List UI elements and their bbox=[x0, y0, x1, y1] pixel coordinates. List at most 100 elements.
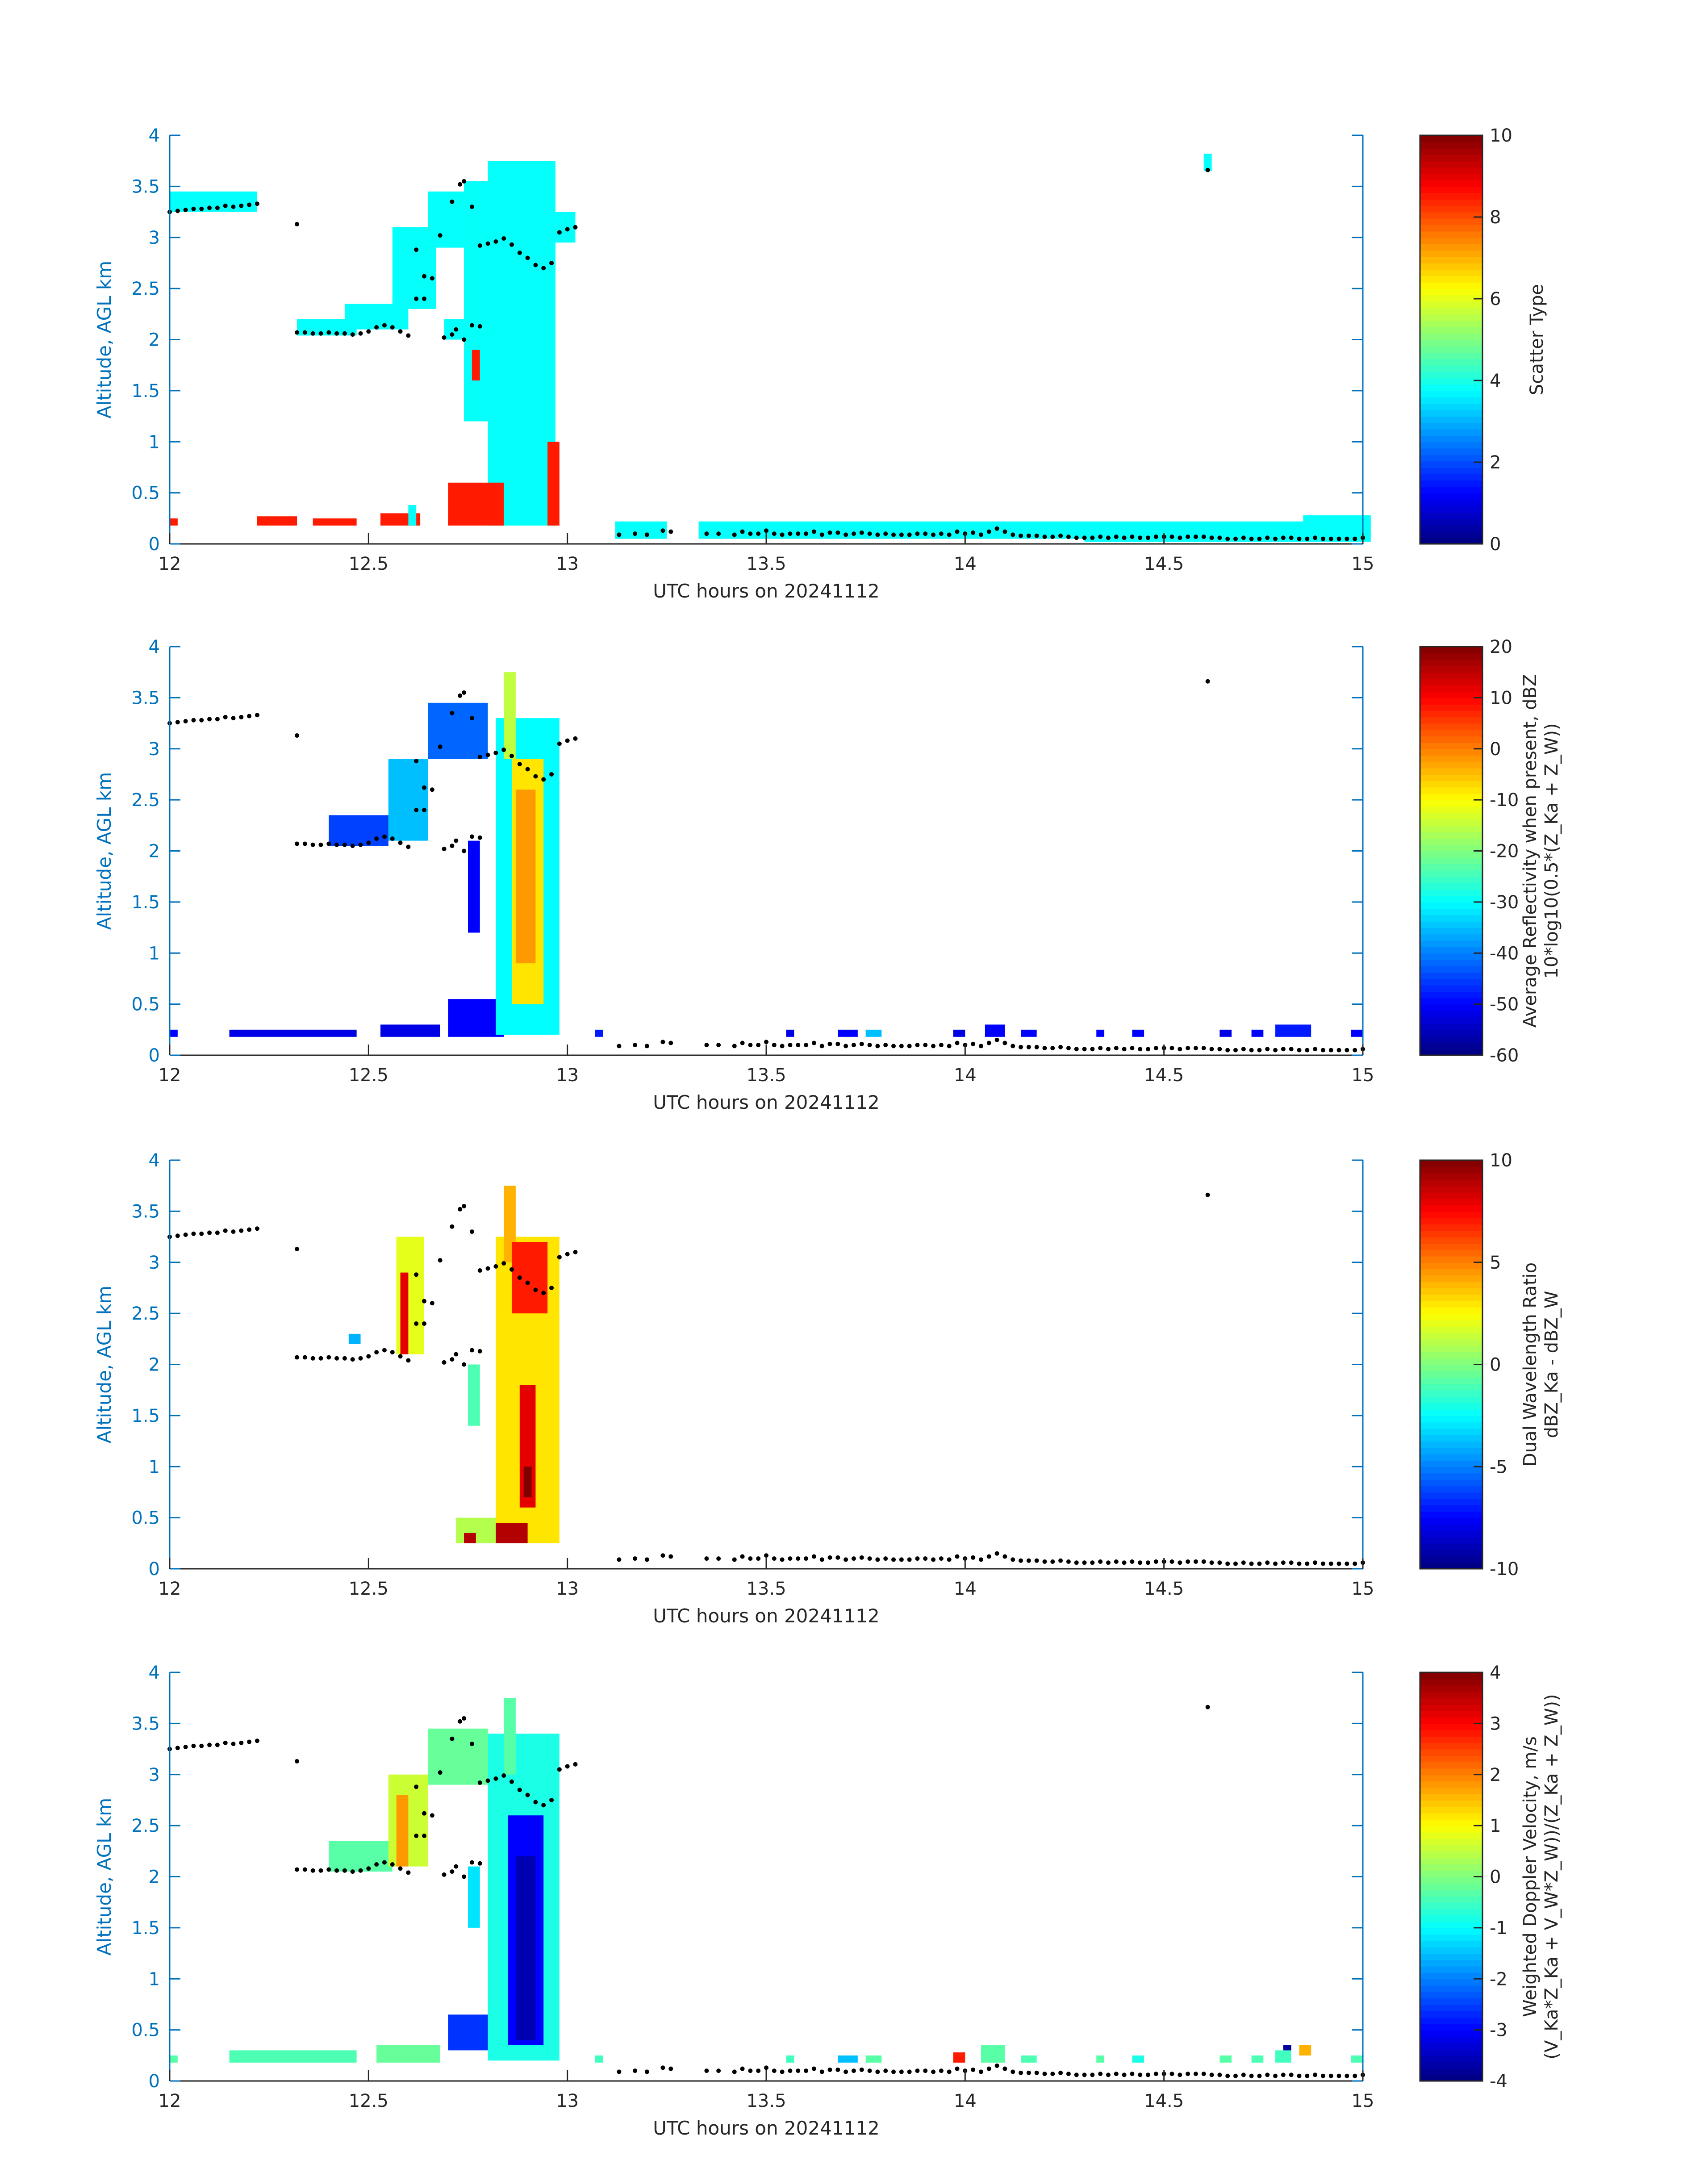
heatmap-cell bbox=[488, 161, 555, 526]
cloud-base-dot bbox=[342, 1356, 347, 1361]
cloud-base-dot bbox=[1114, 2071, 1119, 2076]
cloud-base-dot bbox=[438, 744, 443, 749]
cloud-base-dot bbox=[804, 1043, 809, 1048]
x-tick-label: 14.5 bbox=[1144, 1579, 1184, 1599]
colorbar-segment bbox=[1420, 1838, 1482, 1846]
colorbar-segment bbox=[1420, 231, 1482, 238]
colorbar-tick-label: 0 bbox=[1490, 534, 1501, 555]
colorbar-tick-label: -10 bbox=[1490, 1559, 1519, 1579]
cloud-base-dot bbox=[493, 239, 498, 244]
cloud-base-dot bbox=[462, 337, 467, 342]
x-tick-label: 14.5 bbox=[1144, 2091, 1184, 2111]
y-tick-label: 1.5 bbox=[131, 381, 160, 401]
cloud-base-dot bbox=[819, 532, 824, 537]
cloud-base-dot bbox=[223, 715, 228, 719]
cloud-base-dot bbox=[462, 690, 467, 695]
y-tick-label: 1 bbox=[149, 432, 160, 452]
colorbar-segment bbox=[1420, 429, 1482, 436]
cloud-base-dot bbox=[804, 1556, 809, 1561]
cloud-base-dot bbox=[501, 1261, 506, 1266]
cloud-base-dot bbox=[1305, 536, 1310, 541]
cloud-base-dot bbox=[382, 1860, 387, 1865]
cloud-base-dot bbox=[859, 2067, 864, 2072]
cloud-base-dot bbox=[756, 1556, 761, 1561]
cloud-base-dot bbox=[326, 841, 331, 846]
cloud-base-dot bbox=[1289, 1560, 1294, 1565]
cloud-base-dot bbox=[458, 1719, 463, 1724]
cloud-base-dot bbox=[374, 325, 379, 330]
colorbar-segment bbox=[1420, 1896, 1482, 1903]
cloud-base-dot bbox=[565, 1252, 570, 1257]
y-tick-label: 2 bbox=[149, 1867, 160, 1888]
heatmap-cell bbox=[953, 2052, 965, 2063]
x-tick-label: 12 bbox=[159, 2091, 181, 2111]
heatmap-cell bbox=[865, 2055, 882, 2063]
cloud-base-dot bbox=[704, 1043, 709, 1048]
cloud-base-dot bbox=[302, 330, 307, 335]
cloud-base-dot bbox=[1138, 1047, 1143, 1052]
x-tick-label: 12.5 bbox=[349, 2091, 388, 2111]
cloud-base-dot bbox=[430, 787, 434, 792]
cloud-base-dot bbox=[704, 2068, 709, 2073]
colorbar-segment bbox=[1420, 1679, 1482, 1686]
colorbar-segment bbox=[1420, 1320, 1482, 1327]
cloud-base-dot bbox=[541, 1803, 546, 1808]
cloud-base-dot bbox=[764, 1040, 768, 1045]
cloud-base-dot bbox=[788, 1556, 793, 1561]
cloud-base-dot bbox=[827, 530, 832, 535]
cloud-base-dot bbox=[541, 777, 546, 782]
colorbar-segment bbox=[1420, 1287, 1482, 1295]
cloud-base-dot bbox=[939, 1043, 944, 1048]
cloud-base-dot bbox=[796, 531, 801, 536]
cloud-base-dot bbox=[644, 532, 649, 537]
colorbar-segment bbox=[1420, 1562, 1482, 1569]
cloud-base-dot bbox=[780, 1044, 785, 1049]
cloud-base-dot bbox=[326, 1355, 331, 1360]
colorbar-segment bbox=[1420, 1717, 1482, 1724]
cloud-base-dot bbox=[557, 1767, 562, 1772]
colorbar-label: 10*log10(0.5*(Z_Ka + Z_W)) bbox=[1541, 723, 1562, 978]
cloud-base-dot bbox=[382, 323, 387, 328]
cloud-base-dot bbox=[462, 1716, 467, 1721]
colorbar-segment bbox=[1420, 1333, 1482, 1340]
heatmap-cell bbox=[1203, 154, 1212, 171]
colorbar-segment bbox=[1420, 921, 1482, 928]
cloud-base-dot bbox=[430, 1301, 434, 1306]
cloud-base-dot bbox=[247, 1739, 252, 1744]
cloud-base-dot bbox=[1034, 533, 1039, 538]
colorbar-segment bbox=[1420, 1934, 1482, 1941]
y-tick-label: 2.5 bbox=[131, 279, 160, 299]
cloud-base-dot bbox=[915, 531, 920, 536]
colorbar-segment bbox=[1420, 205, 1482, 213]
cloud-base-dot bbox=[978, 1044, 983, 1049]
heatmap-cell bbox=[981, 2045, 1005, 2063]
colorbar-segment bbox=[1420, 723, 1482, 730]
cloud-base-dot bbox=[1122, 1047, 1127, 1052]
colorbar-segment bbox=[1420, 812, 1482, 820]
cloud-base-dot bbox=[469, 834, 474, 839]
cloud-base-dot bbox=[732, 532, 737, 537]
heatmap-cell bbox=[1275, 1024, 1311, 1037]
cloud-base-dot bbox=[660, 528, 665, 533]
cloud-base-dot bbox=[573, 1249, 578, 1254]
cloud-base-dot bbox=[1002, 1040, 1007, 1045]
cloud-base-dot bbox=[633, 1556, 638, 1561]
colorbar-segment bbox=[1420, 1262, 1482, 1270]
cloud-base-dot bbox=[986, 1554, 991, 1559]
colorbar-segment bbox=[1420, 965, 1482, 973]
colorbar-segment bbox=[1420, 435, 1482, 443]
colorbar-segment bbox=[1420, 1517, 1482, 1525]
heatmap-cell bbox=[547, 442, 560, 526]
colorbar-segment bbox=[1420, 1224, 1482, 1231]
colorbar-segment bbox=[1420, 250, 1482, 257]
cloud-base-dot bbox=[1265, 535, 1270, 540]
cloud-base-dot bbox=[485, 1266, 490, 1271]
colorbar-segment bbox=[1420, 403, 1482, 410]
colorbar-segment bbox=[1420, 908, 1482, 915]
cloud-base-dot bbox=[302, 1867, 307, 1872]
cloud-base-dot bbox=[1122, 535, 1127, 540]
colorbar-segment bbox=[1420, 467, 1482, 474]
colorbar-segment bbox=[1420, 244, 1482, 251]
colorbar-segment bbox=[1420, 1691, 1482, 1699]
cloud-base-dot bbox=[875, 1557, 880, 1562]
